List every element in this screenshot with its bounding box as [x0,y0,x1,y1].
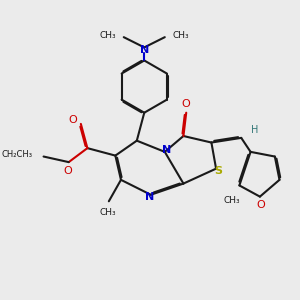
Text: N: N [140,45,149,55]
Text: CH₃: CH₃ [100,208,116,217]
Text: O: O [68,115,77,125]
Text: N: N [145,192,154,202]
Text: O: O [182,99,190,109]
Text: CH₃: CH₃ [224,196,240,205]
Text: O: O [256,200,265,210]
Text: O: O [63,167,72,176]
Text: S: S [214,166,222,176]
Text: CH₃: CH₃ [100,31,116,40]
Text: N: N [162,145,171,155]
Text: CH₃: CH₃ [172,31,189,40]
Text: CH₂CH₃: CH₂CH₃ [2,150,32,159]
Text: H: H [250,125,258,135]
